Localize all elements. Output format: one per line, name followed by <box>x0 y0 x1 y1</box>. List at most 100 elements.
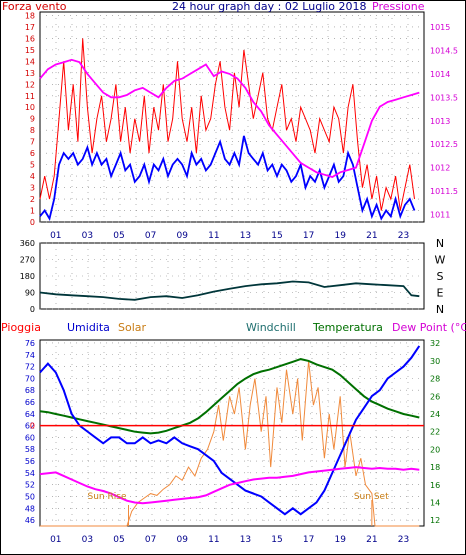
bottom-y-left-tick-66: 66 <box>25 398 35 407</box>
top-y-left-tick-3: 3 <box>30 184 35 193</box>
top-y-left-tick-16: 16 <box>25 34 35 43</box>
top-y-left-tick-12: 12 <box>25 80 35 89</box>
bottom-y-right-ticks: 12 14 16 18 20 22 24 26 28 30 32 <box>430 339 440 525</box>
bottom-y-left-tick-60: 60 <box>25 433 35 442</box>
top-y-right-tick-1014.5: 1014.5 <box>430 46 458 55</box>
top-series <box>39 38 420 221</box>
top-y-left-tick-14: 14 <box>25 57 35 66</box>
top-y-left-tick-8: 8 <box>30 126 35 135</box>
bottom-y-right-tick-24: 24 <box>430 410 440 419</box>
bottom-annotations: 0 Sun Rise Sun Set <box>30 422 424 526</box>
compass-label-S-2: S <box>437 270 444 283</box>
x-tick-23: 23 <box>398 231 409 241</box>
x-tick-01: 01 <box>50 231 61 241</box>
legend-dewpoint: Dew Point (°C) <box>392 321 466 334</box>
legend-umidita: Umidita <box>67 321 110 334</box>
compass-label-E-1: E <box>437 287 444 300</box>
bottom-y-left-tick-70: 70 <box>25 374 35 383</box>
middle-y-tick-180: 180 <box>20 272 35 281</box>
series-temperatura <box>39 358 420 435</box>
top-y-left-tick-6: 6 <box>30 149 35 158</box>
chart-title: 24 hour graph day : 02 Luglio 2018 <box>172 0 367 13</box>
series-dew-point <box>39 466 420 505</box>
bottom-y-right-tick-20: 20 <box>430 445 440 454</box>
top-y-left-tick-5: 5 <box>30 161 35 170</box>
bottom-y-right-tick-26: 26 <box>430 392 440 401</box>
bottom-y-right-tick-16: 16 <box>430 481 440 490</box>
x-tick-15: 15 <box>271 535 282 545</box>
x-tick-05: 05 <box>113 535 124 545</box>
middle-y-tick-360: 360 <box>20 239 35 248</box>
x-tick-17: 17 <box>303 535 314 545</box>
top-y-left-tick-15: 15 <box>25 46 35 55</box>
top-series-line-2 <box>39 58 420 178</box>
x-tick-09: 09 <box>176 231 188 241</box>
bottom-x-ticks: 01 03 05 07 09 11 13 15 17 19 21 23 <box>50 535 409 545</box>
x-tick-03: 03 <box>82 535 93 545</box>
bottom-y-left-tick-46: 46 <box>25 516 35 525</box>
top-y-left-tick-0: 0 <box>30 218 35 227</box>
bottom-y-right-tick-22: 22 <box>430 428 440 437</box>
top-x-ticks: 01 03 05 07 09 11 13 15 17 19 21 23 <box>50 231 409 241</box>
bottom-y-left-tick-62: 62 <box>25 422 35 431</box>
pressure-label: Pressione <box>372 0 425 13</box>
top-y-left-tick-9: 9 <box>30 115 35 124</box>
middle-y-tick-0: 0 <box>30 305 35 314</box>
x-tick-03: 03 <box>82 231 93 241</box>
sunrise-label: Sun Rise <box>88 492 127 502</box>
top-y-right-tick-1013.5: 1013.5 <box>430 93 458 102</box>
middle-series <box>39 280 420 301</box>
bottom-y-right-tick-28: 28 <box>430 375 440 384</box>
middle-y-left-ticks: 0 90 180 270 360 <box>20 239 35 314</box>
top-y-left-tick-17: 17 <box>25 23 35 32</box>
rain-zero-label: 0 <box>30 422 35 431</box>
top-series-line-0 <box>39 38 415 211</box>
top-y-left-tick-18: 18 <box>25 11 35 20</box>
bottom-y-right-tick-30: 30 <box>430 357 440 366</box>
bottom-y-right-tick-14: 14 <box>430 498 440 507</box>
x-tick-07: 07 <box>145 231 156 241</box>
bottom-y-left-tick-68: 68 <box>25 386 35 395</box>
x-tick-11: 11 <box>208 535 219 545</box>
x-tick-19: 19 <box>335 231 347 241</box>
top-y-left-tick-4: 4 <box>30 172 35 181</box>
top-y-left-tick-10: 10 <box>25 103 35 112</box>
legend-pioggia: Pioggia <box>1 321 41 334</box>
wind-force-label: Forza vento <box>2 0 67 13</box>
top-y-right-tick-1011.5: 1011.5 <box>430 187 458 196</box>
bottom-y-left-tick-48: 48 <box>25 504 35 513</box>
top-y-right-tick-1015: 1015 <box>430 23 450 32</box>
bottom-series <box>39 345 421 527</box>
top-y-right-tick-1012: 1012 <box>430 164 450 173</box>
top-y-right-tick-1014: 1014 <box>430 70 450 79</box>
bottom-y-right-tick-18: 18 <box>430 463 440 472</box>
x-tick-17: 17 <box>303 231 314 241</box>
bottom-y-left-tick-52: 52 <box>25 481 35 490</box>
top-y-right-tick-1011: 1011 <box>430 211 450 220</box>
x-tick-15: 15 <box>271 231 282 241</box>
x-tick-05: 05 <box>113 231 124 241</box>
top-series-line-1 <box>39 135 416 221</box>
bottom-y-right-tick-32: 32 <box>430 339 440 348</box>
top-y-left-tick-2: 2 <box>30 195 35 204</box>
compass-label-N-0: N <box>436 303 444 316</box>
x-tick-13: 13 <box>240 231 251 241</box>
bottom-y-left-tick-64: 64 <box>25 410 35 419</box>
series-solar <box>40 360 420 527</box>
legend-solar: Solar <box>118 321 147 334</box>
legend-temperatura: Temperatura <box>312 321 383 334</box>
x-tick-11: 11 <box>208 231 219 241</box>
x-tick-07: 07 <box>145 535 156 545</box>
sunset-label: Sun Set <box>354 492 389 502</box>
compass-label-W-3: W <box>435 254 446 267</box>
x-tick-09: 09 <box>176 535 188 545</box>
x-tick-23: 23 <box>398 535 409 545</box>
compass-label-N-4: N <box>436 237 444 250</box>
top-y-left-tick-11: 11 <box>25 92 35 101</box>
